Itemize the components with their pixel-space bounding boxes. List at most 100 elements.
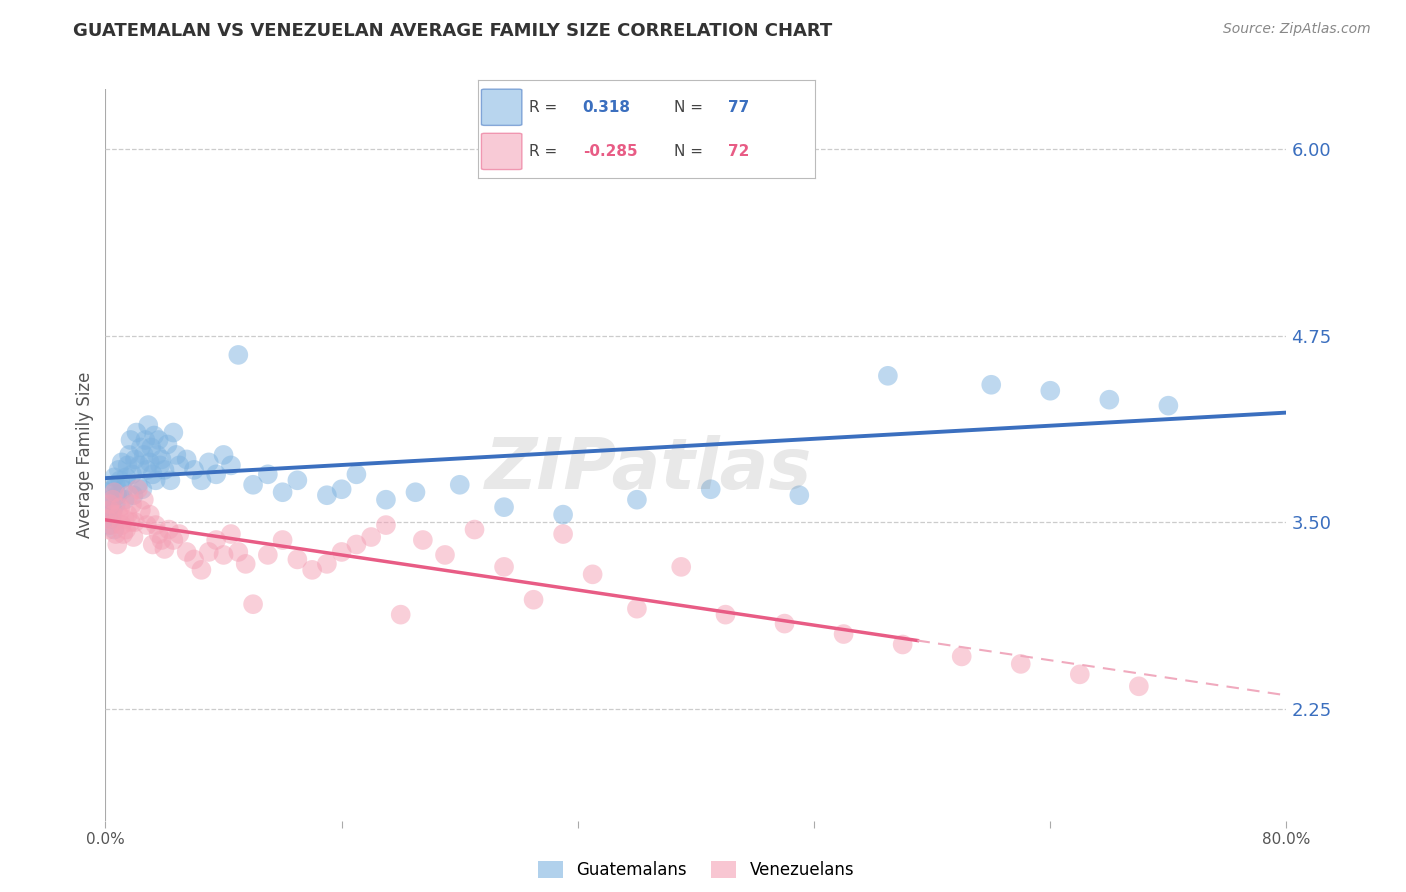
- Point: [98, 497, 121, 511]
- Text: R =: R =: [529, 144, 557, 159]
- Point: [132, 448, 155, 462]
- Point: [127, 477, 149, 491]
- Point: [157, 523, 180, 537]
- Point: [104, 477, 127, 491]
- Point: [162, 533, 184, 547]
- Point: [100, 512, 122, 526]
- Point: [176, 545, 198, 559]
- Text: 77: 77: [728, 100, 749, 115]
- Point: [346, 537, 368, 551]
- Y-axis label: Average Family Size: Average Family Size: [76, 372, 94, 538]
- Point: [242, 477, 264, 491]
- Point: [271, 533, 294, 547]
- Text: R =: R =: [529, 100, 557, 115]
- Point: [150, 452, 173, 467]
- Point: [346, 467, 368, 482]
- Point: [159, 473, 181, 487]
- Point: [111, 455, 134, 469]
- Point: [773, 616, 796, 631]
- Point: [190, 473, 212, 487]
- Point: [176, 452, 198, 467]
- Point: [271, 485, 294, 500]
- Point: [103, 470, 125, 484]
- Point: [626, 601, 648, 615]
- Point: [150, 533, 173, 547]
- Point: [877, 368, 900, 383]
- Text: GUATEMALAN VS VENEZUELAN AVERAGE FAMILY SIZE CORRELATION CHART: GUATEMALAN VS VENEZUELAN AVERAGE FAMILY …: [73, 22, 832, 40]
- Point: [97, 508, 120, 522]
- Point: [226, 545, 250, 559]
- Point: [125, 425, 148, 440]
- Point: [105, 488, 128, 502]
- Point: [97, 485, 120, 500]
- Point: [110, 473, 132, 487]
- Point: [165, 448, 187, 462]
- Point: [107, 508, 129, 522]
- Point: [131, 482, 153, 496]
- Point: [142, 537, 165, 551]
- Point: [169, 458, 191, 473]
- Point: [97, 523, 120, 537]
- Point: [389, 607, 412, 622]
- Point: [124, 452, 146, 467]
- Point: [100, 518, 122, 533]
- Point: [449, 477, 471, 491]
- Point: [980, 377, 1002, 392]
- Point: [405, 485, 427, 500]
- Text: N =: N =: [673, 144, 703, 159]
- Point: [142, 467, 165, 482]
- Point: [832, 627, 855, 641]
- Point: [121, 497, 143, 511]
- Point: [287, 552, 309, 566]
- Point: [110, 500, 132, 515]
- Point: [169, 527, 191, 541]
- Point: [162, 425, 184, 440]
- Point: [301, 563, 323, 577]
- Point: [671, 560, 693, 574]
- Point: [551, 527, 574, 541]
- Point: [256, 548, 278, 562]
- Text: -0.285: -0.285: [582, 144, 637, 159]
- Point: [104, 497, 127, 511]
- Point: [581, 567, 603, 582]
- Text: ZIPatlas: ZIPatlas: [485, 435, 813, 504]
- Point: [124, 515, 146, 529]
- Point: [141, 441, 163, 455]
- Point: [143, 428, 166, 442]
- Point: [129, 503, 152, 517]
- Point: [156, 437, 179, 451]
- Point: [101, 482, 124, 496]
- Point: [127, 482, 149, 496]
- Point: [551, 508, 574, 522]
- Point: [138, 508, 162, 522]
- Point: [219, 458, 242, 473]
- Point: [103, 523, 125, 537]
- Point: [98, 492, 121, 507]
- Point: [96, 512, 118, 526]
- Point: [205, 533, 228, 547]
- Point: [122, 530, 145, 544]
- Point: [1157, 399, 1180, 413]
- Point: [226, 348, 250, 362]
- Point: [149, 458, 172, 473]
- Point: [111, 518, 134, 533]
- Point: [105, 537, 128, 551]
- Point: [115, 470, 138, 484]
- Point: [287, 473, 309, 487]
- Point: [183, 463, 205, 477]
- Point: [374, 518, 398, 533]
- Point: [112, 527, 135, 541]
- Point: [242, 597, 264, 611]
- Point: [107, 463, 129, 477]
- Point: [122, 488, 145, 502]
- Point: [1098, 392, 1121, 407]
- Point: [134, 433, 156, 447]
- Point: [118, 488, 141, 502]
- Point: [1010, 657, 1032, 671]
- Point: [118, 448, 141, 462]
- Point: [787, 488, 810, 502]
- Text: 0.318: 0.318: [582, 100, 631, 115]
- Point: [112, 482, 135, 496]
- Point: [138, 455, 162, 469]
- Point: [699, 482, 723, 496]
